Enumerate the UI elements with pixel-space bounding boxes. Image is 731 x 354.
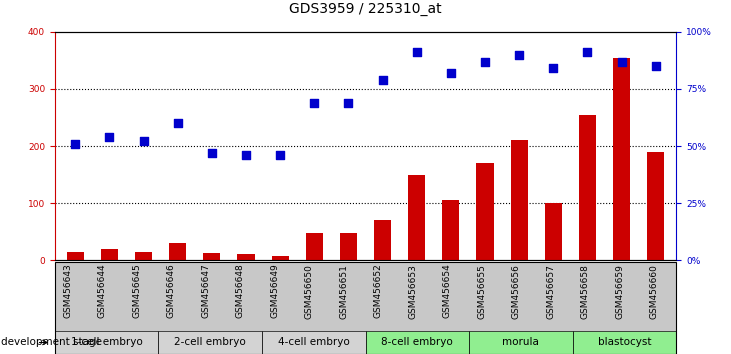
Text: GSM456643: GSM456643 (63, 264, 72, 319)
Bar (545, 203, 562, 260)
Point (69, 141, 81, 147)
Bar (340, 233, 357, 260)
Text: GSM456647: GSM456647 (201, 264, 211, 319)
Bar (101, 249, 118, 260)
Bar (510, 140, 528, 260)
Bar (203, 253, 221, 260)
Text: GSM456651: GSM456651 (339, 264, 348, 319)
Bar (408, 175, 425, 260)
Point (411, 50, 423, 55)
Point (343, 100, 355, 105)
Text: GSM456649: GSM456649 (270, 264, 279, 319)
Bar (272, 256, 289, 260)
Text: 4-cell embryo: 4-cell embryo (278, 337, 349, 348)
Point (308, 100, 320, 105)
Text: morula: morula (502, 337, 539, 348)
Point (274, 152, 286, 158)
Text: blastocyst: blastocyst (598, 337, 651, 348)
Point (137, 139, 149, 144)
Point (548, 65, 559, 71)
Text: GSM456646: GSM456646 (167, 264, 175, 319)
Bar (135, 252, 152, 260)
Text: 8-cell embryo: 8-cell embryo (382, 337, 453, 348)
Point (104, 134, 115, 140)
Text: GDS3959 / 225310_at: GDS3959 / 225310_at (289, 2, 442, 16)
Text: GSM456656: GSM456656 (512, 264, 520, 319)
Text: GSM456652: GSM456652 (374, 264, 383, 319)
Bar (579, 115, 596, 260)
Bar (238, 255, 254, 260)
Text: 2-cell embryo: 2-cell embryo (174, 337, 246, 348)
Text: GSM456655: GSM456655 (477, 264, 486, 319)
Point (479, 59, 491, 64)
Text: GSM456659: GSM456659 (616, 264, 624, 319)
Point (650, 63, 662, 69)
Bar (442, 200, 459, 260)
Bar (374, 220, 391, 260)
Bar (306, 233, 323, 260)
Bar (647, 152, 664, 260)
Point (206, 150, 218, 156)
Bar (67, 252, 84, 260)
Bar (169, 243, 186, 260)
Point (376, 77, 388, 82)
Text: GSM456654: GSM456654 (443, 264, 452, 319)
Point (240, 152, 252, 158)
Text: GSM456658: GSM456658 (581, 264, 590, 319)
Text: GSM456644: GSM456644 (98, 264, 107, 318)
Text: GSM456657: GSM456657 (546, 264, 556, 319)
Text: 1-cell embryo: 1-cell embryo (71, 337, 143, 348)
Point (513, 52, 525, 57)
Bar (477, 163, 493, 260)
Point (616, 59, 627, 64)
Point (445, 70, 457, 76)
Point (172, 120, 183, 126)
Text: development stage: development stage (1, 337, 102, 348)
Bar (613, 58, 630, 260)
Text: GSM456648: GSM456648 (235, 264, 245, 319)
Text: GSM456653: GSM456653 (409, 264, 417, 319)
Text: GSM456650: GSM456650 (305, 264, 314, 319)
Text: GSM456645: GSM456645 (132, 264, 141, 319)
Text: GSM456660: GSM456660 (650, 264, 659, 319)
Point (582, 50, 594, 55)
